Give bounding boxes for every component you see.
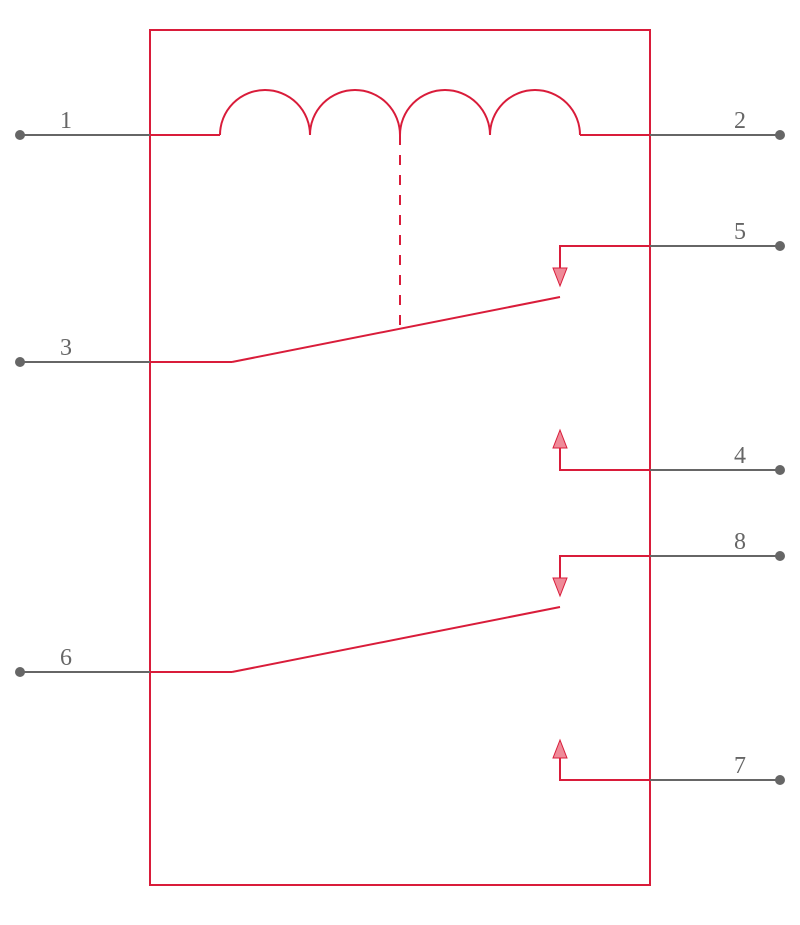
pin-4-label: 4 <box>734 443 746 469</box>
pin-1-terminal <box>15 130 25 140</box>
pin-2-label: 2 <box>734 108 746 134</box>
contact-1-nc-hook <box>560 246 650 268</box>
contact-2-no-hook <box>560 758 650 780</box>
pin-7-label: 7 <box>734 753 746 779</box>
pin-8-terminal <box>775 551 785 561</box>
arrow-down-icon <box>553 268 567 286</box>
contact-2-nc-hook <box>560 556 650 578</box>
pin-5-label: 5 <box>734 219 746 245</box>
pin-5-terminal <box>775 241 785 251</box>
pin-6-terminal <box>15 667 25 677</box>
arrow-up-icon <box>553 430 567 448</box>
pin-3-label: 3 <box>60 335 72 361</box>
arrow-up-icon <box>553 740 567 758</box>
pin-4-terminal <box>775 465 785 475</box>
arrow-down-icon <box>553 578 567 596</box>
pin-6-label: 6 <box>60 645 72 671</box>
relay-schematic: 1 2 5 3 4 8 6 7 <box>0 0 800 925</box>
contact-2-arm <box>232 607 560 672</box>
contact-1-arm <box>232 297 560 362</box>
pin-8-label: 8 <box>734 529 746 555</box>
pin-3-terminal <box>15 357 25 367</box>
coil <box>220 90 580 135</box>
pin-2-terminal <box>775 130 785 140</box>
contact-1-no-hook <box>560 448 650 470</box>
pin-1-label: 1 <box>60 108 72 134</box>
pin-7-terminal <box>775 775 785 785</box>
